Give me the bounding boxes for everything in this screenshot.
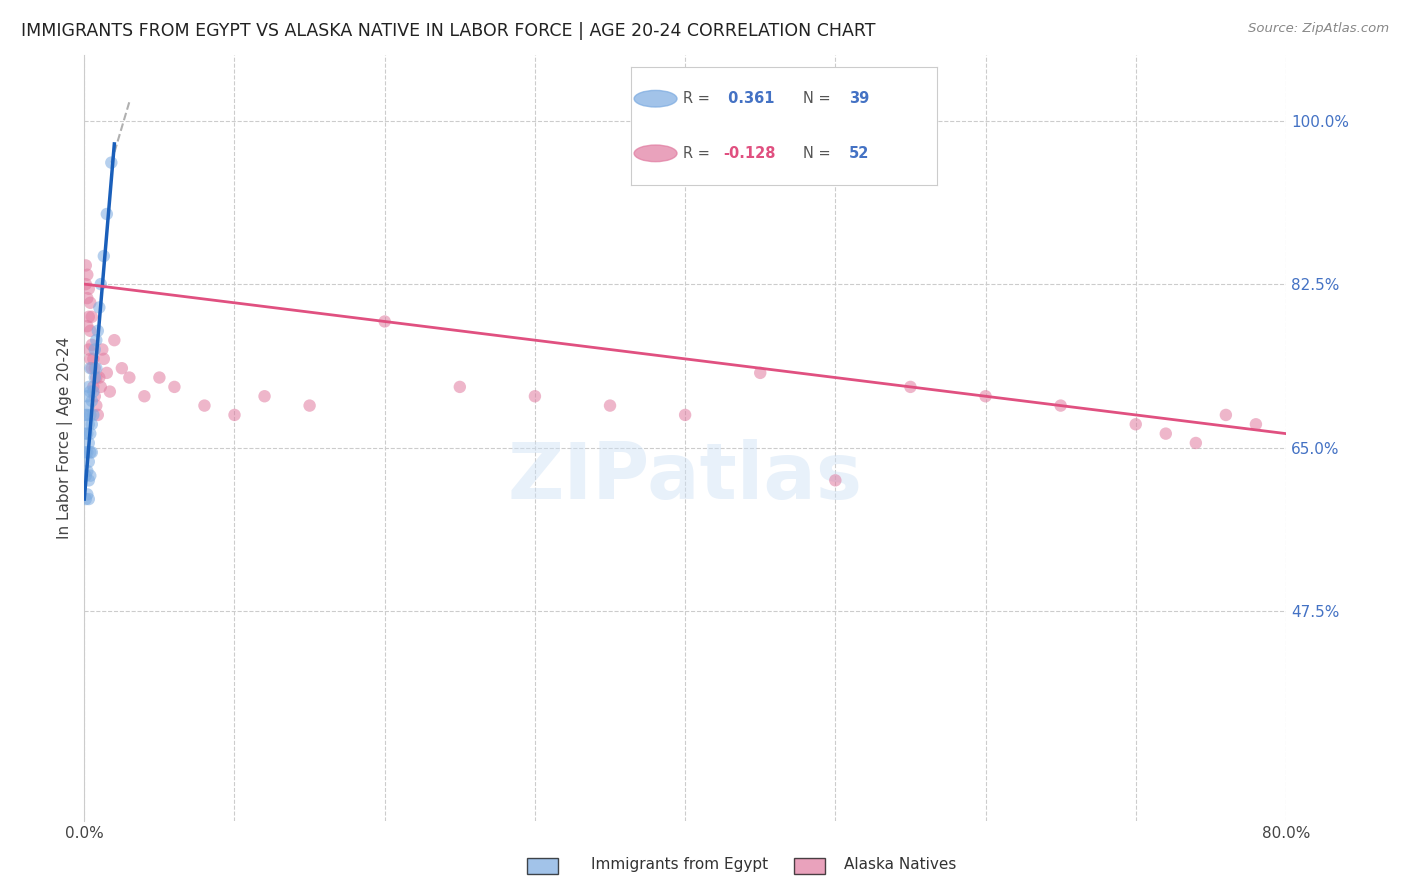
- Point: [77, 399, 100, 413]
- Point: [79, 351, 101, 366]
- Point: [76, 389, 98, 403]
- Text: ZIPatlas: ZIPatlas: [508, 439, 863, 515]
- Point: [84, 333, 107, 347]
- Point: [77, 455, 100, 469]
- Point: [79, 408, 101, 422]
- Point: [974, 389, 997, 403]
- Point: [80, 393, 103, 408]
- Point: [84, 361, 107, 376]
- Text: Alaska Natives: Alaska Natives: [844, 857, 956, 872]
- Point: [1125, 417, 1147, 432]
- Point: [80, 310, 103, 324]
- Point: [90, 277, 112, 291]
- Point: [79, 361, 101, 376]
- Point: [76, 426, 98, 441]
- Point: [749, 366, 772, 380]
- Point: [93, 351, 115, 366]
- Point: [79, 445, 101, 459]
- Point: [83, 343, 105, 357]
- Point: [76, 268, 98, 282]
- Text: Source: ZipAtlas.com: Source: ZipAtlas.com: [1249, 22, 1389, 36]
- Point: [77, 310, 100, 324]
- Point: [80, 445, 103, 459]
- Point: [1215, 408, 1237, 422]
- Point: [89, 301, 111, 315]
- Point: [148, 370, 170, 384]
- Point: [90, 380, 112, 394]
- Point: [523, 389, 546, 403]
- Point: [96, 207, 118, 221]
- Point: [449, 380, 471, 394]
- Point: [599, 399, 621, 413]
- Point: [76, 291, 98, 305]
- Point: [93, 249, 115, 263]
- Point: [82, 351, 104, 366]
- Point: [80, 338, 103, 352]
- Point: [87, 324, 110, 338]
- Point: [75, 259, 97, 273]
- Point: [82, 408, 104, 422]
- Point: [75, 445, 97, 459]
- Point: [673, 408, 696, 422]
- Point: [77, 417, 100, 432]
- Point: [79, 384, 101, 399]
- Point: [1049, 399, 1071, 413]
- Point: [76, 408, 98, 422]
- Point: [91, 343, 114, 357]
- Point: [900, 380, 922, 394]
- Point: [103, 333, 125, 347]
- Text: IMMIGRANTS FROM EGYPT VS ALASKA NATIVE IN LABOR FORCE | AGE 20-24 CORRELATION CH: IMMIGRANTS FROM EGYPT VS ALASKA NATIVE I…: [21, 22, 876, 40]
- Point: [75, 408, 97, 422]
- Point: [374, 314, 396, 328]
- Point: [193, 399, 215, 413]
- Point: [80, 361, 103, 376]
- Point: [76, 445, 98, 459]
- Point: [298, 399, 321, 413]
- Point: [224, 408, 246, 422]
- Point: [76, 487, 98, 501]
- Point: [84, 370, 107, 384]
- Point: [77, 380, 100, 394]
- Point: [84, 399, 107, 413]
- Point: [1244, 417, 1267, 432]
- Point: [80, 417, 103, 432]
- Point: [163, 380, 186, 394]
- Point: [98, 384, 121, 399]
- Point: [79, 468, 101, 483]
- Point: [87, 408, 110, 422]
- Text: Immigrants from Egypt: Immigrants from Egypt: [591, 857, 768, 872]
- Point: [111, 361, 134, 376]
- Point: [79, 426, 101, 441]
- Point: [77, 282, 100, 296]
- Point: [77, 343, 100, 357]
- Y-axis label: In Labor Force | Age 20-24: In Labor Force | Age 20-24: [58, 337, 73, 540]
- Point: [1154, 426, 1177, 441]
- Point: [824, 474, 846, 488]
- Point: [75, 468, 97, 483]
- Point: [75, 426, 97, 441]
- Point: [134, 389, 156, 403]
- Point: [253, 389, 276, 403]
- Point: [118, 370, 141, 384]
- Point: [75, 277, 97, 291]
- Point: [76, 319, 98, 334]
- Point: [96, 366, 118, 380]
- Point: [1185, 436, 1208, 450]
- Point: [79, 324, 101, 338]
- Point: [77, 491, 100, 506]
- Point: [76, 464, 98, 478]
- Point: [83, 370, 105, 384]
- Point: [79, 295, 101, 310]
- Point: [100, 155, 122, 169]
- Point: [77, 436, 100, 450]
- Point: [77, 474, 100, 488]
- Point: [82, 380, 104, 394]
- Point: [89, 370, 111, 384]
- Point: [75, 491, 97, 506]
- Point: [83, 361, 105, 376]
- Point: [82, 384, 104, 399]
- Point: [83, 389, 105, 403]
